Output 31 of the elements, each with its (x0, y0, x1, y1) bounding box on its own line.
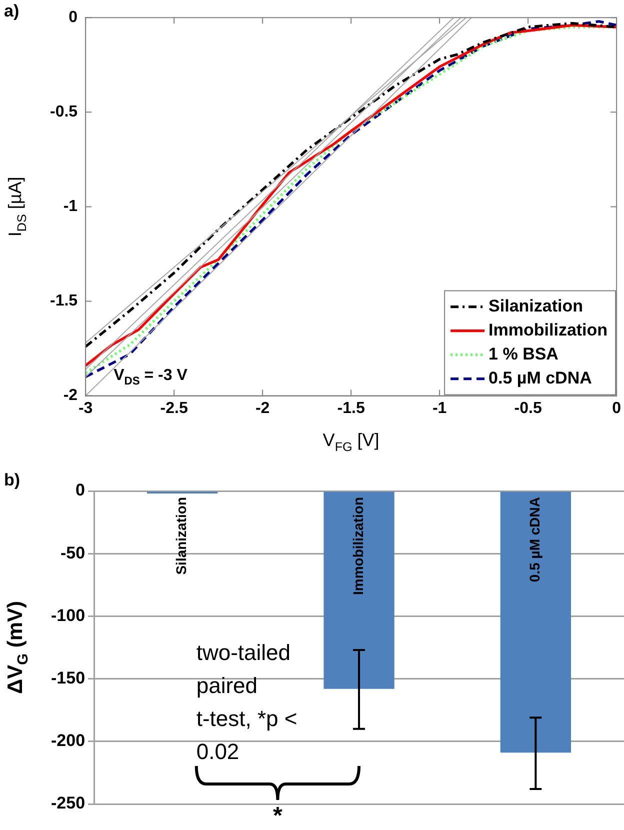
text: a) (4, 2, 20, 21)
y-tick-label: -250 (50, 794, 86, 813)
x-tick-label: -0.5 (514, 400, 542, 417)
y-tick-label: 0 (68, 9, 78, 26)
y-tick-label: -1.5 (50, 292, 78, 310)
y-axis-title: ΔVG (mV) (4, 600, 32, 694)
annotation: * (273, 802, 284, 830)
y-tick-label: -0.5 (50, 104, 78, 121)
x-tick-label: Silanization (173, 496, 190, 575)
x-tick-label: -2.5 (160, 400, 188, 417)
x-tick-label: 0.5 µM cDNA (526, 496, 543, 582)
y-tick-label: -2 (63, 387, 78, 404)
y-tick-label: -100 (50, 606, 86, 625)
x-tick-label: Immobilization (350, 497, 366, 595)
legend-label: Silanization (488, 296, 584, 316)
annotation: two-tailed paired t-test, *p < 0.02 (196, 640, 298, 764)
y-tick-label: 0 (76, 480, 86, 500)
x-tick-label: 0 (612, 400, 622, 417)
x-tick-label: -1.5 (337, 400, 365, 417)
text: b) (4, 470, 20, 490)
y-axis-title: IDS [µA] (4, 176, 29, 237)
y-tick-label: -1 (63, 198, 78, 216)
y-tick-label: -50 (60, 543, 86, 562)
x-tick-label: -1 (432, 400, 447, 417)
y-tick-label: -150 (50, 668, 86, 688)
y-tick-label: -200 (50, 731, 86, 750)
legend-label: 1 % BSA (488, 344, 558, 364)
legend-label: 0.5 µM cDNA (488, 368, 592, 388)
x-tick-label: -2 (255, 400, 270, 417)
legend-label: Immobilization (488, 320, 608, 340)
x-tick-label: -3 (78, 400, 93, 417)
